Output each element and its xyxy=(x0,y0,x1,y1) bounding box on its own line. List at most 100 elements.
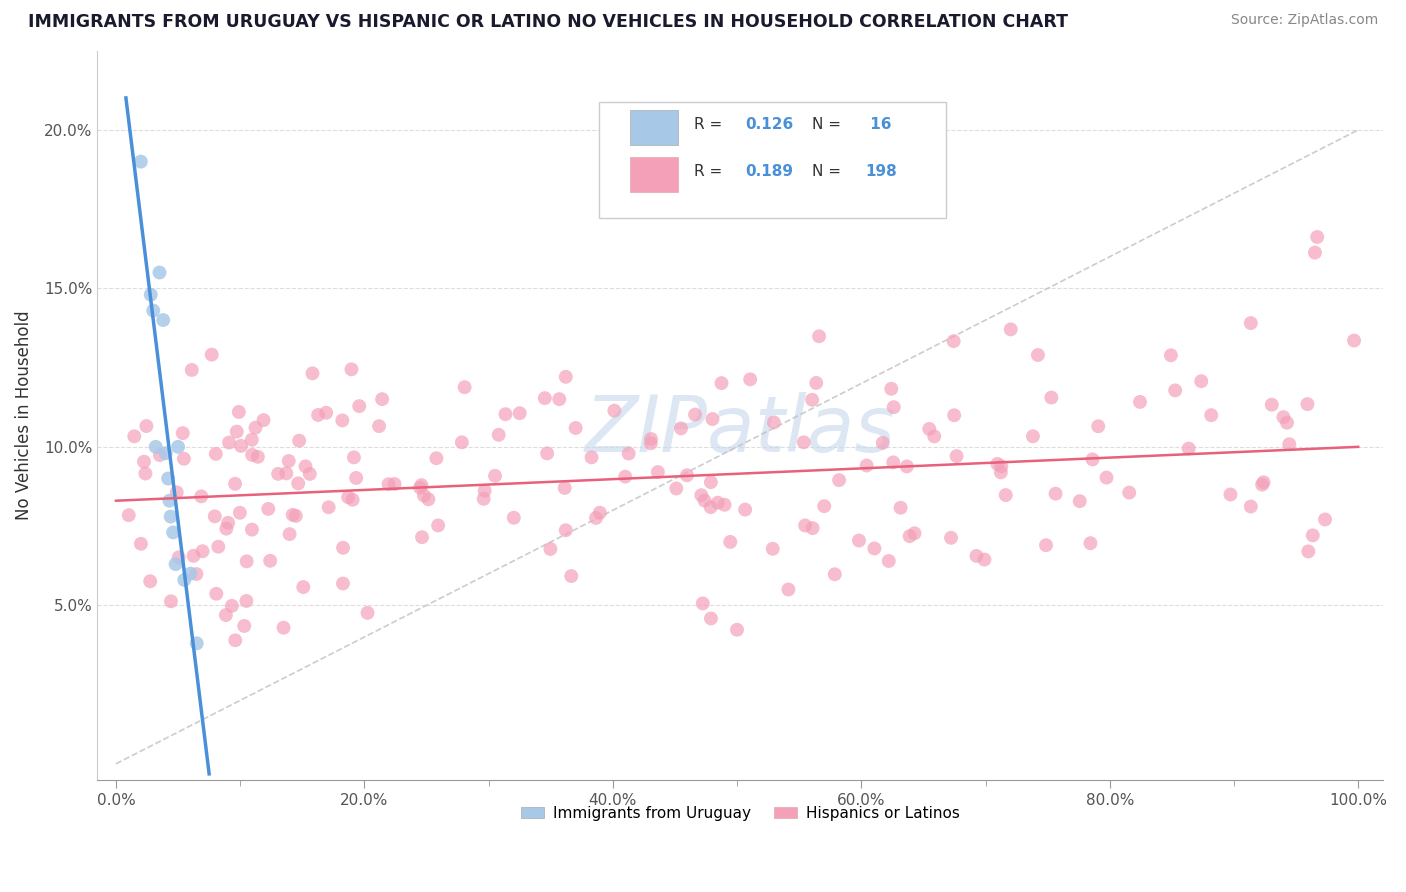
Point xyxy=(180,566,202,581)
Point xyxy=(340,362,363,376)
Point xyxy=(880,382,903,396)
Point xyxy=(215,608,238,623)
Point xyxy=(235,554,257,568)
Point xyxy=(488,427,510,442)
Point xyxy=(167,550,190,565)
Point xyxy=(273,621,295,635)
Point xyxy=(252,413,274,427)
Point xyxy=(1298,544,1320,558)
Point xyxy=(762,541,785,556)
Point xyxy=(787,123,810,137)
Point xyxy=(707,496,730,510)
Point xyxy=(307,408,329,422)
Text: Source: ZipAtlas.com: Source: ZipAtlas.com xyxy=(1230,13,1378,28)
Point xyxy=(472,491,495,506)
Point xyxy=(700,475,723,490)
Point xyxy=(699,500,721,515)
Point xyxy=(617,446,640,460)
Point xyxy=(207,540,229,554)
Point xyxy=(725,623,748,637)
Point xyxy=(337,490,360,504)
Point xyxy=(225,425,247,439)
Point xyxy=(890,500,912,515)
Point xyxy=(217,516,239,530)
Point xyxy=(453,380,475,394)
Point xyxy=(347,399,370,413)
Point xyxy=(692,596,714,610)
Point xyxy=(240,433,263,447)
Point xyxy=(1278,437,1301,451)
Point xyxy=(1189,374,1212,388)
Point xyxy=(157,471,180,485)
Point xyxy=(994,488,1017,502)
Point xyxy=(762,416,785,430)
Point xyxy=(218,435,240,450)
Text: 16: 16 xyxy=(865,117,891,132)
Point xyxy=(229,439,252,453)
Text: ZIPatlas: ZIPatlas xyxy=(585,392,896,467)
Point xyxy=(427,518,450,533)
Point xyxy=(298,467,321,481)
Point xyxy=(877,554,900,568)
Point xyxy=(186,636,208,650)
Point xyxy=(301,367,323,381)
Point xyxy=(495,407,517,421)
Point xyxy=(221,599,243,613)
Point xyxy=(922,429,945,443)
Legend: Immigrants from Uruguay, Hispanics or Latinos: Immigrants from Uruguay, Hispanics or La… xyxy=(515,799,966,827)
Point xyxy=(160,594,183,608)
Point xyxy=(413,488,436,502)
Point xyxy=(690,488,713,502)
FancyBboxPatch shape xyxy=(599,102,946,219)
Point xyxy=(990,466,1012,480)
Point xyxy=(224,476,246,491)
Point xyxy=(710,376,733,391)
Point xyxy=(240,523,263,537)
Point xyxy=(1199,408,1222,422)
Point xyxy=(135,419,157,434)
Point xyxy=(942,334,965,348)
Point xyxy=(647,465,669,479)
Point xyxy=(824,567,846,582)
Point xyxy=(330,413,353,427)
Point xyxy=(986,457,1008,471)
Point xyxy=(740,372,762,386)
Point xyxy=(700,611,723,625)
Point xyxy=(118,508,141,523)
Point xyxy=(898,529,921,543)
Point xyxy=(157,493,180,508)
Point xyxy=(1296,397,1319,411)
Text: 0.189: 0.189 xyxy=(745,163,793,178)
Point xyxy=(1069,494,1091,508)
Point xyxy=(288,434,311,448)
Point xyxy=(1261,398,1284,412)
Text: 198: 198 xyxy=(865,163,897,178)
Point xyxy=(1095,470,1118,484)
Point xyxy=(159,509,181,524)
Point xyxy=(229,506,252,520)
Point xyxy=(509,406,531,420)
Point xyxy=(484,468,506,483)
Point xyxy=(801,521,824,535)
Point xyxy=(965,549,987,563)
Point xyxy=(344,471,367,485)
Point xyxy=(808,329,831,343)
Point xyxy=(1251,477,1274,491)
Point xyxy=(215,522,238,536)
Point xyxy=(162,525,184,540)
Point xyxy=(1045,486,1067,500)
Point xyxy=(896,459,918,474)
Point xyxy=(240,448,263,462)
Text: IMMIGRANTS FROM URUGUAY VS HISPANIC OR LATINO NO VEHICLES IN HOUSEHOLD CORRELATI: IMMIGRANTS FROM URUGUAY VS HISPANIC OR L… xyxy=(28,13,1069,31)
Point xyxy=(848,533,870,548)
Point xyxy=(718,535,741,549)
Point xyxy=(1275,416,1298,430)
Point xyxy=(1087,419,1109,434)
Point xyxy=(1313,512,1336,526)
Point xyxy=(1040,391,1063,405)
Point xyxy=(173,573,195,587)
Point xyxy=(1343,334,1365,348)
Point xyxy=(538,541,561,556)
Point xyxy=(778,582,800,597)
Point xyxy=(132,455,155,469)
